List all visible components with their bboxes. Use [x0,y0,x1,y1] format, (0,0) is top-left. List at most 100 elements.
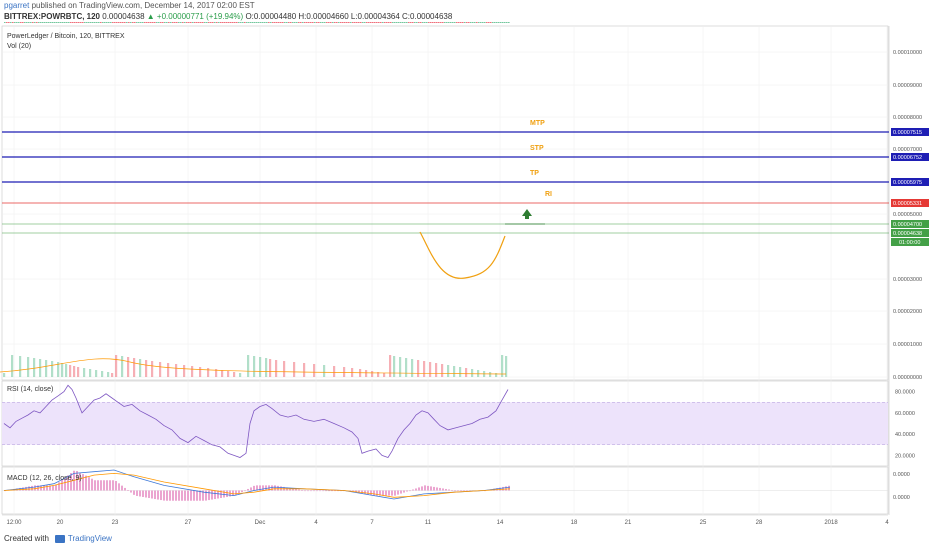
candle-body [78,22,80,23]
price-tag-label: 0.00005975 [893,180,922,186]
candle-body [84,22,86,23]
candle-body [478,22,480,23]
candle-body [372,22,374,23]
macd-histogram-bar [139,490,141,497]
volume-bar [269,359,272,377]
macd-tick-label: 0.0000 [893,472,910,478]
macd-histogram-bar [301,489,303,491]
candle-body [364,22,366,23]
macd-histogram-bar [322,490,324,492]
candle-body [82,22,84,23]
price-change: +0.00000771 (+19.94%) [156,12,244,21]
candle-body [410,22,412,23]
candle-body [152,22,154,23]
volume-bar [459,367,462,377]
candle-body [470,22,472,23]
candle-body [106,22,108,23]
candle-body [498,22,500,23]
macd-histogram-bar [160,490,162,501]
volume-bar [69,365,72,377]
candle-body [232,22,234,23]
macd-histogram-bar [235,490,237,496]
macd-histogram-bar [397,490,399,495]
volume-bar [207,368,210,377]
macd-tick-label: 0.0000 [893,495,910,501]
volume-bar [253,356,256,377]
volume-bar [83,368,86,377]
macd-histogram-bar [256,485,258,491]
rsi-band [2,402,888,445]
rsi-tick-label: 80.0000 [895,390,915,396]
candle-body [458,22,460,23]
macd-histogram-bar [376,490,378,496]
candle-body [278,22,280,23]
macd-histogram-bar [106,480,108,491]
candle-body [480,22,482,23]
x-tick-label: 2018 [824,520,838,526]
level-label: STP [530,145,544,152]
macd-histogram-bar [469,490,471,492]
candle-body [300,22,302,23]
macd-histogram-bar [91,478,93,491]
candle-body [430,22,432,23]
volume-bar [283,361,286,377]
candle-body [378,22,380,23]
countdown-tag [891,238,929,246]
author-link[interactable]: pgarret [4,1,30,10]
candle-body [292,22,294,23]
candle-body [124,22,126,23]
candle-body [454,22,456,23]
macd-histogram-bar [295,488,297,491]
volume-bar [265,358,268,377]
macd-histogram-bar [454,490,456,492]
macd-histogram-bar [238,490,240,494]
candle-body [36,22,38,23]
macd-histogram-bar [31,485,33,491]
macd-histogram-bar [202,490,204,501]
candle-body [86,22,88,23]
candle-body [466,22,468,23]
volume-bar [121,356,124,377]
candle-body [318,22,320,23]
candle-body [322,22,324,23]
candle-body [104,22,106,23]
candle-body [500,22,502,23]
macd-histogram-bar [265,485,267,491]
macd-histogram-bar [445,488,447,491]
candle-body [90,22,92,23]
macd-histogram-bar [157,490,159,500]
macd-histogram-bar [118,483,120,491]
candle-body [122,22,124,23]
candle-body [24,22,26,23]
candle-body [20,22,22,23]
macd-histogram-bar [244,490,246,492]
macd-histogram-bar [58,482,60,491]
candle-body [242,22,244,23]
volume-bar [33,358,36,377]
x-tick-label: 4 [314,520,318,526]
macd-histogram-bar [388,490,390,496]
volume-bar [405,358,408,377]
macd-histogram-bar [502,486,504,491]
price-tag-label: 0.00006752 [893,155,922,161]
candle-body [434,22,436,23]
candle-body [468,22,470,23]
candle-body [254,22,256,23]
candle-body [154,22,156,23]
candle-body [206,22,208,23]
candle-body [388,22,390,23]
volume-bar [167,363,170,377]
macd-histogram-bar [169,490,171,501]
macd-histogram-bar [415,488,417,491]
candle-body [126,22,128,23]
candle-body [442,22,444,23]
macd-histogram-bar [298,489,300,491]
volume-bar [233,372,236,377]
candle-body [492,22,494,23]
tradingview-logo[interactable]: TradingView [54,534,112,543]
volume-bar [423,361,426,377]
candle-body [438,22,440,23]
candle-body [312,22,314,23]
volume-bar [151,361,154,377]
macd-histogram-bar [97,480,99,491]
